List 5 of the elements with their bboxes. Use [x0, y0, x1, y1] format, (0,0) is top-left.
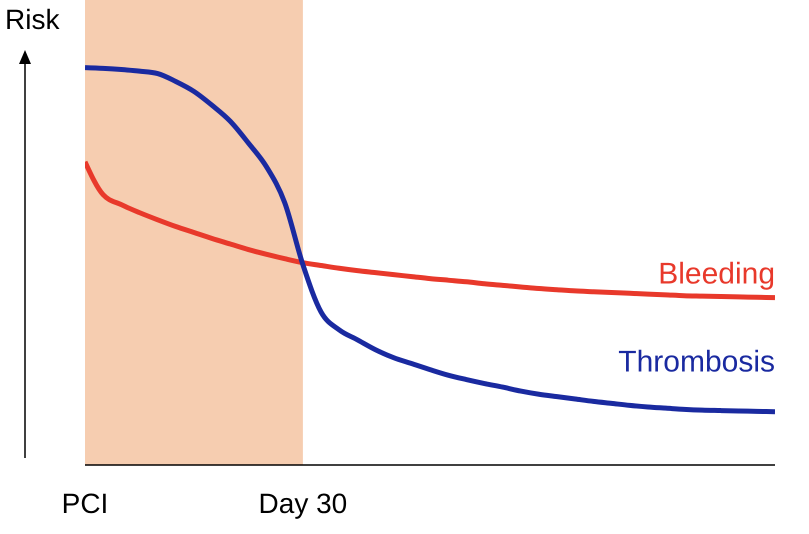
- series-label: Bleeding: [658, 258, 775, 291]
- series-label: Thrombosis: [618, 346, 775, 379]
- y-axis-title: Risk: [5, 4, 60, 36]
- x-tick-label: PCI: [62, 488, 108, 519]
- x-tick-label: Day 30: [258, 488, 348, 519]
